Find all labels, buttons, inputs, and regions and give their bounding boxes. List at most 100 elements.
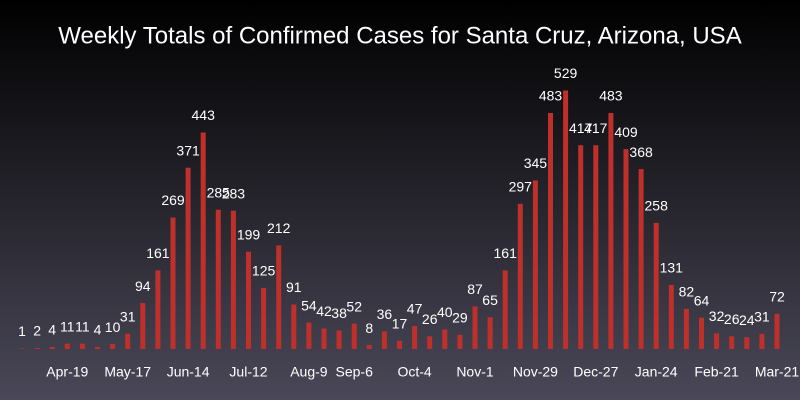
bar xyxy=(336,330,342,349)
bar xyxy=(548,112,553,349)
bar xyxy=(110,344,116,349)
bar xyxy=(155,270,161,349)
value-label: 4 xyxy=(94,322,102,338)
value-label: 24 xyxy=(739,312,755,328)
x-tick-label: Jul-12 xyxy=(229,364,267,380)
bar xyxy=(699,317,704,349)
value-label: 269 xyxy=(161,192,185,208)
x-tick-label: Nov-1 xyxy=(456,364,494,380)
value-label: 87 xyxy=(467,281,483,297)
value-label: 64 xyxy=(694,292,710,308)
bar xyxy=(140,303,146,349)
chart-title: Weekly Totals of Confirmed Cases for San… xyxy=(58,22,741,49)
x-tick-label: Nov-29 xyxy=(513,364,558,380)
value-label: 371 xyxy=(176,142,200,158)
value-label: 72 xyxy=(769,289,785,305)
value-label: 11 xyxy=(75,318,90,334)
value-label: 285 xyxy=(207,184,231,200)
bar xyxy=(291,304,297,349)
bar xyxy=(653,222,659,349)
bar xyxy=(608,112,614,349)
value-label: 17 xyxy=(392,315,408,331)
bar xyxy=(230,210,236,349)
value-label: 483 xyxy=(599,88,623,104)
value-label: 297 xyxy=(509,179,533,195)
x-tick-label: Feb-21 xyxy=(694,364,739,380)
bar xyxy=(366,345,372,349)
value-label: 82 xyxy=(679,284,695,300)
bar xyxy=(472,306,478,349)
value-label: 417 xyxy=(569,120,593,136)
x-tick-label: Jun-14 xyxy=(167,364,210,380)
value-label: 2 xyxy=(33,323,41,339)
bar xyxy=(351,323,357,349)
x-tick-label: Sep-6 xyxy=(336,364,374,380)
value-label: 483 xyxy=(539,88,563,104)
bar xyxy=(578,145,584,349)
x-tick-label: Aug-9 xyxy=(290,364,328,380)
bar xyxy=(759,333,765,349)
bar xyxy=(412,326,418,349)
value-label: 32 xyxy=(709,308,725,324)
bar xyxy=(95,347,100,349)
value-label: 36 xyxy=(377,306,393,322)
bar xyxy=(668,284,674,349)
bar xyxy=(246,251,251,349)
value-label: 131 xyxy=(660,260,684,276)
value-label: 199 xyxy=(237,226,261,242)
bar xyxy=(714,333,720,349)
bar xyxy=(306,322,312,349)
bar xyxy=(729,336,735,349)
bar xyxy=(623,149,629,349)
value-label: 212 xyxy=(267,220,291,236)
value-label: 31 xyxy=(120,309,136,325)
bar xyxy=(774,313,780,349)
value-label: 409 xyxy=(614,124,638,140)
value-label: 8 xyxy=(365,320,373,336)
bar xyxy=(125,333,131,349)
x-tick-label: Apr-19 xyxy=(46,364,88,380)
value-label: 54 xyxy=(301,297,317,313)
bar xyxy=(200,132,206,349)
bar xyxy=(517,203,523,349)
bar xyxy=(397,340,402,349)
value-label: 26 xyxy=(724,311,740,327)
bar xyxy=(276,245,282,349)
value-label: 31 xyxy=(754,309,770,325)
value-label: 4 xyxy=(48,322,56,338)
value-label: 11 xyxy=(60,318,75,334)
value-label: 258 xyxy=(645,198,669,214)
bar xyxy=(487,317,493,349)
value-label: 161 xyxy=(494,245,518,261)
x-tick-label: Oct-4 xyxy=(397,364,431,380)
value-label: 52 xyxy=(346,298,362,314)
bar xyxy=(638,169,644,349)
value-label: 29 xyxy=(452,310,468,326)
value-label: 38 xyxy=(331,305,347,321)
bar xyxy=(321,328,327,349)
value-label: 283 xyxy=(222,185,246,201)
bar xyxy=(593,145,599,349)
bar xyxy=(381,331,387,349)
bar xyxy=(170,217,176,349)
value-label: 47 xyxy=(407,301,423,317)
bar xyxy=(261,287,267,349)
bar xyxy=(427,336,433,349)
bar xyxy=(683,308,689,349)
bar xyxy=(215,209,221,349)
value-label: 94 xyxy=(135,278,151,294)
value-label: 161 xyxy=(146,245,170,261)
bar xyxy=(185,167,191,349)
bar xyxy=(532,180,538,349)
x-tick-label: May-17 xyxy=(104,364,151,380)
value-label: 91 xyxy=(286,279,302,295)
bar xyxy=(457,334,463,349)
value-label: 65 xyxy=(482,292,498,308)
value-label: 345 xyxy=(524,155,548,171)
value-label: 10 xyxy=(105,319,121,335)
bar xyxy=(563,90,569,349)
x-tick-label: Mar-21 xyxy=(755,364,800,380)
value-label: 417 xyxy=(584,120,608,136)
bar xyxy=(502,270,508,349)
